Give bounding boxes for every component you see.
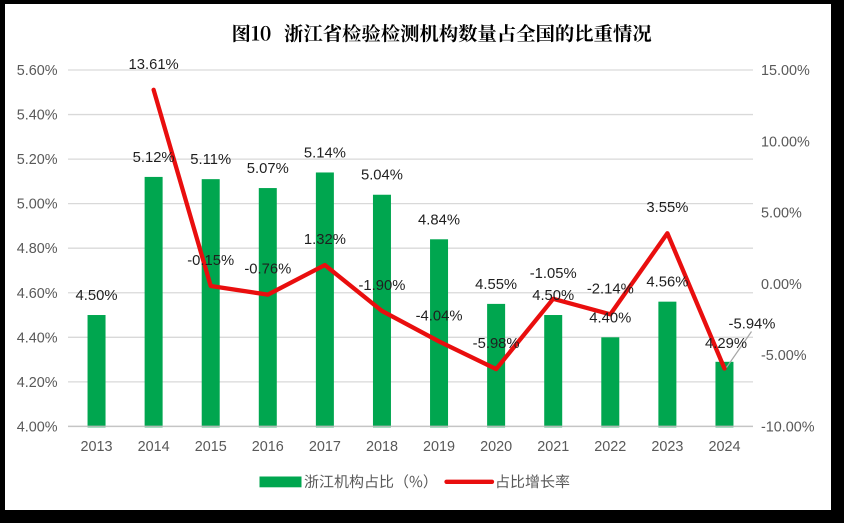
svg-text:-1.90%: -1.90% (359, 278, 406, 294)
svg-text:-5.00%: -5.00% (761, 348, 807, 364)
svg-text:5.12%: 5.12% (133, 150, 175, 166)
svg-text:2021: 2021 (537, 439, 569, 455)
svg-text:0.00%: 0.00% (761, 277, 802, 293)
svg-text:15.00%: 15.00% (761, 63, 810, 79)
svg-text:2022: 2022 (594, 439, 626, 455)
svg-text:5.00%: 5.00% (761, 206, 802, 222)
svg-text:1.32%: 1.32% (304, 232, 346, 248)
svg-text:4.29%: 4.29% (705, 336, 747, 352)
svg-text:-5.98%: -5.98% (473, 336, 520, 352)
svg-text:4.84%: 4.84% (418, 212, 460, 228)
svg-text:13.61%: 13.61% (129, 57, 179, 73)
svg-text:5.04%: 5.04% (361, 168, 403, 184)
svg-text:2017: 2017 (309, 439, 341, 455)
svg-text:2020: 2020 (480, 439, 512, 455)
svg-text:4.00%: 4.00% (17, 419, 58, 435)
svg-text:5.11%: 5.11% (190, 152, 231, 168)
svg-text:-2.14%: -2.14% (587, 281, 634, 297)
svg-text:3.55%: 3.55% (646, 200, 688, 216)
svg-text:4.60%: 4.60% (17, 286, 58, 302)
svg-text:-1.05%: -1.05% (530, 266, 577, 282)
svg-text:-10.00%: -10.00% (761, 419, 815, 435)
svg-text:4.55%: 4.55% (475, 277, 517, 293)
svg-text:2023: 2023 (651, 439, 683, 455)
svg-text:5.00%: 5.00% (17, 197, 58, 213)
svg-text:5.40%: 5.40% (17, 108, 58, 124)
svg-text:4.50%: 4.50% (532, 288, 574, 304)
svg-text:-0.15%: -0.15% (187, 253, 234, 269)
svg-text:2024: 2024 (708, 439, 740, 455)
svg-text:2019: 2019 (423, 439, 455, 455)
svg-text:4.20%: 4.20% (17, 375, 58, 391)
svg-text:2015: 2015 (195, 439, 227, 455)
svg-text:-4.04%: -4.04% (416, 308, 463, 324)
svg-text:10.00%: 10.00% (761, 134, 810, 150)
svg-text:5.20%: 5.20% (17, 152, 58, 168)
svg-text:4.40%: 4.40% (589, 310, 631, 326)
svg-text:5.07%: 5.07% (247, 161, 289, 177)
svg-text:-5.94%: -5.94% (729, 317, 776, 333)
svg-text:2018: 2018 (366, 439, 398, 455)
svg-text:2014: 2014 (138, 439, 170, 455)
svg-text:4.80%: 4.80% (17, 241, 58, 257)
svg-text:5.60%: 5.60% (17, 63, 58, 79)
svg-text:4.56%: 4.56% (646, 275, 688, 291)
svg-text:-0.76%: -0.76% (244, 262, 291, 278)
svg-text:4.50%: 4.50% (76, 288, 118, 304)
svg-text:5.14%: 5.14% (304, 145, 346, 161)
svg-text:2016: 2016 (252, 439, 284, 455)
svg-text:2013: 2013 (81, 439, 113, 455)
svg-text:4.40%: 4.40% (17, 330, 58, 346)
